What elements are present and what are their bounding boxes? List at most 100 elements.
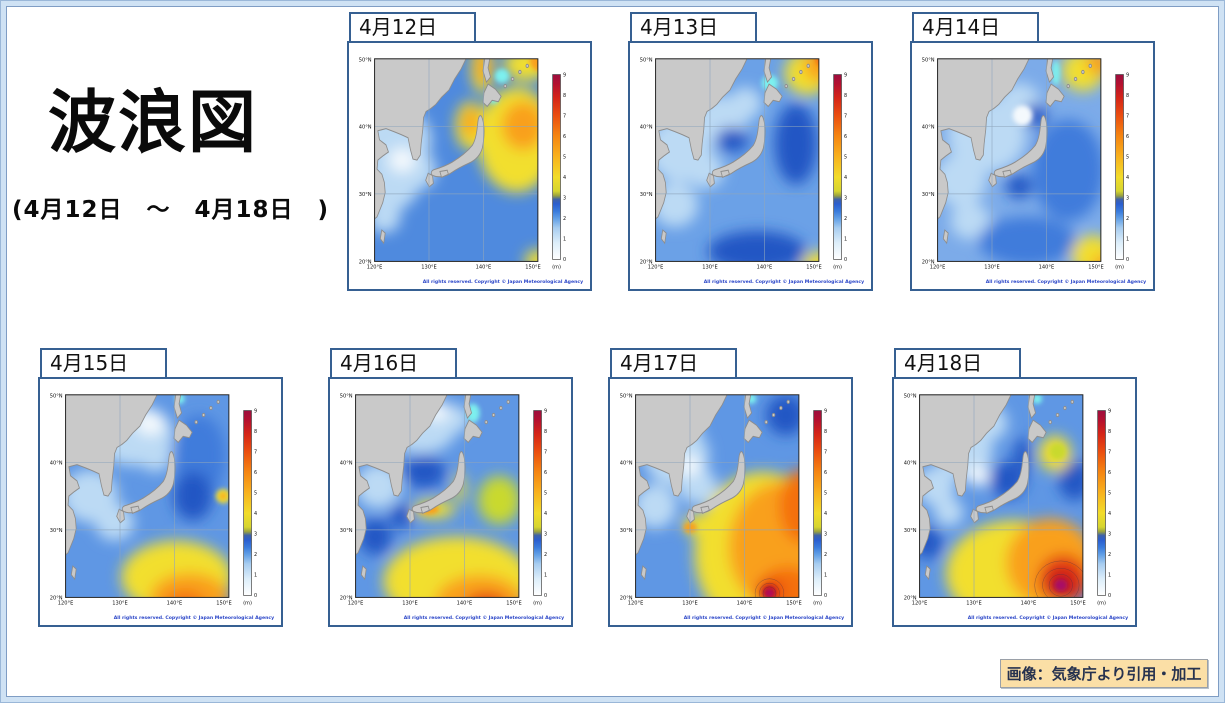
svg-text:1: 1 xyxy=(1108,573,1111,579)
wave-map-panel: 4月16日 50°N 40°N 30°N 20°N 120°E 130°E 140°E 150… xyxy=(328,348,573,627)
svg-text:130°E: 130°E xyxy=(682,600,698,606)
svg-text:7: 7 xyxy=(1108,449,1111,455)
svg-text:150°E: 150°E xyxy=(806,264,822,270)
svg-text:20°N: 20°N xyxy=(340,595,353,601)
svg-text:(m): (m) xyxy=(533,600,542,606)
svg-text:50°N: 50°N xyxy=(620,394,633,400)
svg-text:2: 2 xyxy=(563,216,566,222)
svg-text:3: 3 xyxy=(254,532,257,538)
svg-text:40°N: 40°N xyxy=(620,460,633,466)
svg-text:9: 9 xyxy=(544,408,547,414)
svg-text:6: 6 xyxy=(254,470,257,476)
svg-text:6: 6 xyxy=(544,470,547,476)
svg-text:150°E: 150°E xyxy=(525,264,541,270)
svg-text:5: 5 xyxy=(824,490,827,496)
svg-text:20°N: 20°N xyxy=(620,595,633,601)
date-tab: 4月17日 xyxy=(610,348,737,379)
svg-text:4: 4 xyxy=(844,175,847,181)
svg-text:8: 8 xyxy=(544,429,547,435)
svg-text:4: 4 xyxy=(544,511,547,517)
svg-text:All rights reserved. Copyright: All rights reserved. Copyright © Japan M… xyxy=(968,615,1128,621)
date-tab: 4月13日 xyxy=(630,12,757,43)
svg-text:3: 3 xyxy=(1108,532,1111,538)
svg-text:9: 9 xyxy=(824,408,827,414)
svg-text:4: 4 xyxy=(254,511,257,517)
svg-text:8: 8 xyxy=(824,429,827,435)
svg-text:120°E: 120°E xyxy=(648,264,664,270)
svg-text:9: 9 xyxy=(254,408,257,414)
colorbar xyxy=(813,410,822,596)
svg-text:1: 1 xyxy=(844,237,847,243)
svg-text:5: 5 xyxy=(1108,490,1111,496)
map-plot-area xyxy=(937,58,1102,262)
svg-text:140°E: 140°E xyxy=(737,600,753,606)
svg-text:6: 6 xyxy=(824,470,827,476)
svg-text:50°N: 50°N xyxy=(640,58,653,64)
svg-text:7: 7 xyxy=(1126,113,1129,119)
svg-text:30°N: 30°N xyxy=(340,528,353,534)
svg-text:150°E: 150°E xyxy=(506,600,522,606)
svg-text:All rights reserved. Copyright: All rights reserved. Copyright © Japan M… xyxy=(114,615,274,621)
svg-text:30°N: 30°N xyxy=(922,192,935,198)
date-tab: 4月16日 xyxy=(330,348,457,379)
svg-text:5: 5 xyxy=(1126,154,1129,160)
svg-text:0: 0 xyxy=(1126,257,1129,263)
svg-text:5: 5 xyxy=(563,154,566,160)
svg-text:4: 4 xyxy=(563,175,566,181)
plot-border xyxy=(919,394,1084,598)
svg-text:40°N: 40°N xyxy=(640,124,653,130)
colorbar xyxy=(533,410,542,596)
credit-badge: 画像：気象庁より引用・加工 xyxy=(1000,659,1208,688)
svg-text:130°E: 130°E xyxy=(984,264,1000,270)
svg-text:20°N: 20°N xyxy=(904,595,917,601)
date-tab-label: 4月17日 xyxy=(620,351,699,375)
svg-text:1: 1 xyxy=(563,237,566,243)
wave-map-panel: 4月15日 50°N 40°N 30°N 20°N 120°E 130°E 140°E 150… xyxy=(38,348,283,627)
date-tab-label: 4月14日 xyxy=(922,15,1001,39)
svg-text:40°N: 40°N xyxy=(904,460,917,466)
svg-text:2: 2 xyxy=(1126,216,1129,222)
svg-text:20°N: 20°N xyxy=(922,259,935,265)
svg-text:140°E: 140°E xyxy=(167,600,183,606)
svg-text:2: 2 xyxy=(254,552,257,558)
svg-text:5: 5 xyxy=(844,154,847,160)
svg-text:20°N: 20°N xyxy=(640,259,653,265)
wave-map-panel: 4月12日 50°N 40°N 30°N 20°N 120°E 130°E 140°E 150… xyxy=(347,12,592,291)
svg-text:7: 7 xyxy=(544,449,547,455)
svg-text:150°E: 150°E xyxy=(216,600,232,606)
svg-text:40°N: 40°N xyxy=(340,460,353,466)
svg-text:1: 1 xyxy=(824,573,827,579)
svg-text:7: 7 xyxy=(824,449,827,455)
svg-text:0: 0 xyxy=(563,257,566,263)
svg-text:140°E: 140°E xyxy=(457,600,473,606)
map-plot-area xyxy=(919,394,1084,598)
svg-text:1: 1 xyxy=(254,573,257,579)
plot-border xyxy=(937,58,1102,262)
svg-text:140°E: 140°E xyxy=(1039,264,1055,270)
svg-text:150°E: 150°E xyxy=(1070,600,1086,606)
svg-text:6: 6 xyxy=(1126,134,1129,140)
map-plot-area xyxy=(374,58,539,262)
svg-text:140°E: 140°E xyxy=(476,264,492,270)
svg-text:120°E: 120°E xyxy=(912,600,928,606)
svg-text:2: 2 xyxy=(844,216,847,222)
colorbar xyxy=(552,74,561,260)
svg-text:20°N: 20°N xyxy=(359,259,372,265)
svg-text:0: 0 xyxy=(824,593,827,599)
svg-text:120°E: 120°E xyxy=(348,600,364,606)
svg-text:40°N: 40°N xyxy=(359,124,372,130)
svg-text:8: 8 xyxy=(844,93,847,99)
svg-text:4: 4 xyxy=(824,511,827,517)
svg-text:All rights reserved. Copyright: All rights reserved. Copyright © Japan M… xyxy=(684,615,844,621)
map-plot-area xyxy=(65,394,230,598)
svg-text:(m): (m) xyxy=(1097,600,1106,606)
plot-border xyxy=(355,394,520,598)
svg-text:6: 6 xyxy=(1108,470,1111,476)
svg-text:3: 3 xyxy=(544,532,547,538)
svg-text:8: 8 xyxy=(1126,93,1129,99)
colorbar xyxy=(1097,410,1106,596)
svg-text:140°E: 140°E xyxy=(757,264,773,270)
